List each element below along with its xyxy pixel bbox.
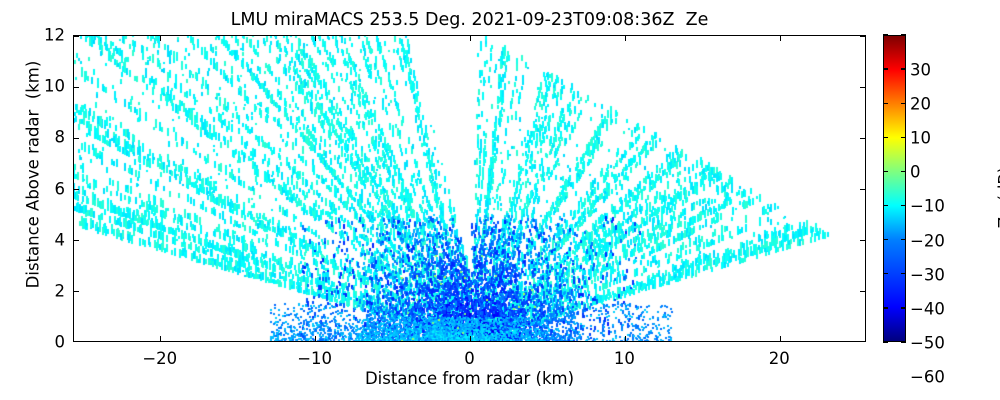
y-tick-mark	[74, 137, 79, 139]
colorbar-tick-mark-left	[883, 204, 888, 207]
y-axis-tick-labels: 0 2 4 6 8 10 12	[20, 26, 66, 352]
y-tick-mark	[74, 240, 79, 242]
y-tick-mark	[74, 86, 79, 88]
y-tick-label: 4	[54, 230, 66, 250]
y-tick-mark-right	[860, 291, 865, 293]
y-tick-mark	[74, 188, 79, 191]
y-tick-mark	[74, 291, 79, 293]
radar-scatter-canvas	[74, 36, 865, 341]
colorbar-gradient	[883, 35, 906, 342]
x-tick-label: 0	[464, 349, 475, 368]
colorbar-tick-mark	[901, 170, 906, 173]
colorbar-tick-mark-left	[883, 341, 888, 343]
x-tick-mark-top	[624, 36, 627, 41]
x-tick-mark	[624, 336, 627, 341]
y-tick-label: 10	[44, 76, 65, 96]
y-tick-label: 0	[54, 332, 66, 352]
y-tick-label: 12	[44, 25, 65, 45]
page-title: LMU miraMACS 253.5 Deg. 2021-09-23T09:08…	[230, 10, 709, 30]
x-tick-label: −20	[142, 349, 178, 368]
colorbar-tick-mark-left	[883, 307, 888, 309]
colorbar-tick-mark	[901, 273, 906, 275]
x-tick-label: 20	[768, 349, 790, 368]
y-axis-label: Distance Above radar (km)	[23, 60, 43, 289]
colorbar-tick-label: 30	[910, 60, 931, 80]
x-tick-mark-top	[160, 36, 162, 41]
y-tick-mark-right	[860, 240, 865, 242]
y-tick-mark-right	[860, 188, 865, 191]
colorbar-tick-label: −60	[910, 367, 945, 387]
x-tick-label: −10	[297, 349, 333, 368]
colorbar-tick-label: −30	[910, 265, 945, 285]
x-tick-mark-top	[469, 36, 472, 41]
colorbar-tick-label: −10	[910, 196, 945, 216]
colorbar-tick-label: 20	[910, 94, 931, 114]
x-tick-mark-top	[314, 36, 317, 41]
x-tick-mark	[779, 336, 781, 341]
x-tick-mark	[314, 336, 317, 341]
colorbar-tick-label: −50	[910, 333, 945, 353]
y-tick-label: 2	[54, 281, 66, 301]
colorbar-tick-mark-left	[883, 273, 888, 275]
colorbar-tick-mark-left	[883, 34, 888, 36]
colorbar-tick-mark-left	[883, 68, 888, 70]
colorbar-tick-label: 10	[910, 128, 931, 148]
colorbar-tick-mark	[901, 34, 906, 36]
colorbar-tick-mark	[901, 307, 906, 309]
plot-area	[73, 35, 866, 342]
y-tick-mark-right	[860, 86, 865, 88]
y-tick-label: 6	[54, 179, 66, 198]
colorbar-tick-mark-left	[883, 239, 888, 241]
colorbar-tick-label: −40	[910, 299, 945, 319]
x-tick-mark	[469, 336, 472, 341]
colorbar-tick-mark	[901, 68, 906, 70]
y-tick-mark-right	[860, 36, 865, 37]
colorbar-tick-mark	[901, 341, 906, 343]
colorbar-tick-mark	[901, 239, 906, 241]
colorbar-label: Ze (dB)	[995, 166, 1000, 229]
x-axis-label: Distance from radar (km)	[364, 369, 575, 388]
x-tick-mark	[160, 336, 162, 341]
colorbar-tick-label: 0	[910, 162, 921, 182]
colorbar-tick-labels: −60 −50 −40 −30 −20 −10 0 10 20 30	[910, 35, 950, 387]
colorbar-tick-mark	[901, 136, 906, 138]
x-axis-tick-labels: −20 −10 0 10 20	[73, 349, 866, 371]
colorbar-tick-mark	[901, 102, 906, 104]
colorbar-tick-mark	[901, 204, 906, 207]
x-tick-mark-top	[779, 36, 781, 41]
colorbar-tick-mark-left	[883, 170, 888, 173]
x-tick-label: 10	[613, 349, 635, 368]
colorbar-tick-mark-left	[883, 136, 888, 138]
y-tick-mark	[74, 36, 79, 37]
colorbar-tick-mark-left	[883, 102, 888, 104]
colorbar-tick-label: −20	[910, 231, 945, 251]
y-tick-mark-right	[860, 137, 865, 139]
colorbar	[883, 34, 906, 343]
y-tick-label: 8	[54, 127, 66, 147]
